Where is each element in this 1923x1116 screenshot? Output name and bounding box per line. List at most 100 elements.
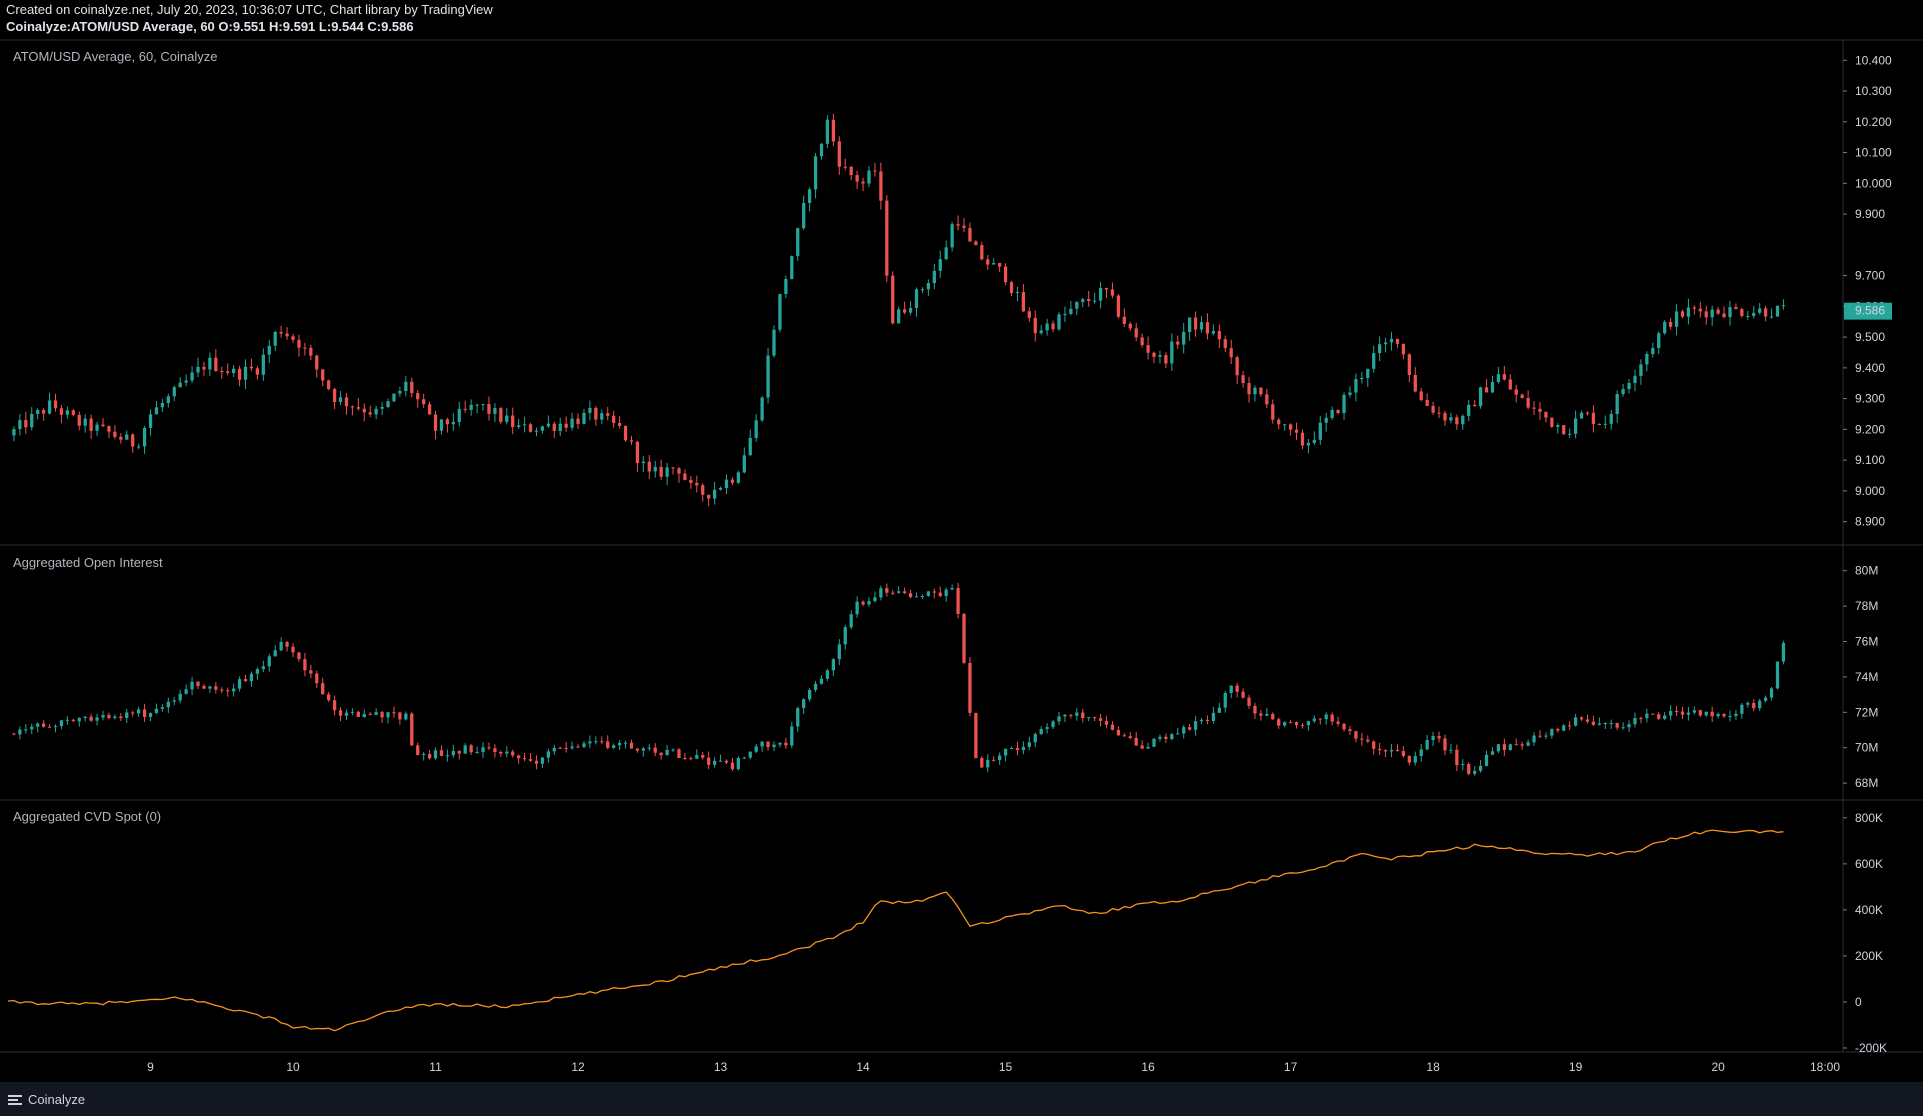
candle-body bbox=[1146, 345, 1150, 353]
symbol-label: Coinalyze:ATOM/USD Average, 60 bbox=[6, 19, 215, 34]
candle-body bbox=[1467, 764, 1471, 774]
candle-body bbox=[1674, 711, 1679, 713]
oi-axis[interactable]: 80M 78M 76M 74M 72M 70M 68M bbox=[1843, 564, 1878, 790]
candle-body bbox=[707, 757, 711, 765]
candle-body bbox=[1045, 727, 1049, 729]
candle-body bbox=[671, 467, 675, 469]
candle-body bbox=[766, 741, 770, 748]
cvd-axis[interactable]: 800K 600K 400K 200K 0 -200K bbox=[1843, 811, 1887, 1055]
candle-body bbox=[131, 434, 135, 447]
price-pane[interactable]: ATOM/USD Average, 60, Coinalyze bbox=[12, 49, 1786, 507]
chart-canvas[interactable]: ATOM/USD Average, 60, Coinalyze Aggregat… bbox=[0, 0, 1923, 1082]
candle-body bbox=[1680, 711, 1685, 715]
time-tick-label: 19 bbox=[1569, 1060, 1583, 1074]
candle-body bbox=[1407, 755, 1411, 763]
candle-body bbox=[1039, 728, 1043, 735]
axis-tick-label: 9.100 bbox=[1855, 453, 1885, 467]
candle-body bbox=[1550, 417, 1554, 427]
candle-body bbox=[1330, 714, 1334, 722]
brand-logo[interactable]: Coinalyze bbox=[8, 1092, 85, 1107]
candle-body bbox=[1193, 721, 1198, 730]
candle-body bbox=[47, 400, 52, 414]
candle-body bbox=[1461, 415, 1465, 425]
candle-body bbox=[1692, 710, 1696, 713]
candle-body bbox=[1431, 736, 1435, 740]
candle-body bbox=[1609, 722, 1613, 724]
time-tick-label: 15 bbox=[999, 1060, 1013, 1074]
candle-body bbox=[1419, 391, 1423, 400]
candle-body bbox=[594, 741, 598, 743]
candle-body bbox=[392, 393, 396, 402]
time-axis[interactable]: 9 10 11 12 13 14 15 16 17 18 19 20 18:00 bbox=[147, 1060, 1840, 1074]
candle-body bbox=[154, 407, 159, 415]
candle-body bbox=[920, 289, 925, 291]
cvd-pane[interactable]: Aggregated CVD Spot (0) bbox=[7, 809, 1784, 1032]
candle-body bbox=[249, 673, 254, 682]
candle-body bbox=[125, 434, 129, 440]
candle-body bbox=[487, 747, 491, 749]
brand-name: Coinalyze bbox=[28, 1092, 86, 1107]
candle-body bbox=[1015, 747, 1020, 751]
candle-body bbox=[683, 757, 687, 759]
candle-body bbox=[427, 404, 432, 415]
candle-body bbox=[1051, 323, 1055, 330]
last-price-value: 9.586 bbox=[1855, 304, 1885, 318]
candle-body bbox=[433, 414, 438, 431]
open-interest-pane[interactable]: Aggregated Open Interest bbox=[12, 555, 1786, 776]
candle-body bbox=[926, 591, 931, 597]
candle-body bbox=[1116, 729, 1121, 736]
candle-body bbox=[83, 716, 87, 719]
candle-body bbox=[1003, 748, 1008, 756]
candle-body bbox=[600, 741, 604, 743]
candle-body bbox=[1116, 295, 1121, 317]
candle-body bbox=[166, 701, 170, 708]
candle-body bbox=[1680, 311, 1685, 317]
candle-body bbox=[1763, 308, 1768, 317]
candle-body bbox=[255, 368, 260, 375]
candle-body bbox=[1015, 292, 1020, 294]
axis-tick-label: 0 bbox=[1855, 995, 1862, 1009]
candle-body bbox=[154, 708, 159, 713]
candle-body bbox=[1039, 330, 1043, 334]
axis-tick-label: 9.700 bbox=[1855, 269, 1885, 283]
axis-tick-label: 10.300 bbox=[1855, 84, 1892, 98]
candle-body bbox=[772, 329, 776, 356]
candle-body bbox=[1496, 374, 1501, 382]
candle-body bbox=[897, 591, 901, 593]
candle-body bbox=[980, 758, 984, 768]
candle-body bbox=[920, 596, 925, 598]
axis-tick-label: 9.500 bbox=[1855, 330, 1885, 344]
candle-body bbox=[226, 690, 230, 692]
candle-body bbox=[196, 366, 200, 373]
candle-body bbox=[1419, 749, 1423, 757]
candle-body bbox=[790, 726, 794, 746]
candle-body bbox=[160, 707, 165, 709]
candle-body bbox=[1075, 302, 1079, 309]
candle-body bbox=[36, 410, 40, 414]
candle-body bbox=[1752, 312, 1756, 316]
candle-body bbox=[1205, 322, 1210, 334]
axis-tick-label: 600K bbox=[1855, 857, 1883, 871]
candle-body bbox=[600, 413, 604, 420]
candle-body bbox=[1538, 408, 1542, 412]
candle-body bbox=[1478, 387, 1483, 407]
candle-body bbox=[855, 175, 859, 182]
candle-body bbox=[41, 723, 46, 727]
candle-body bbox=[1461, 764, 1465, 766]
candle-body bbox=[475, 404, 479, 406]
candle-body bbox=[1556, 729, 1560, 731]
candle-body bbox=[1122, 316, 1126, 324]
time-tick-label: 18 bbox=[1426, 1060, 1440, 1074]
candle-body bbox=[1425, 739, 1429, 750]
price-axis[interactable]: 10.400 10.300 10.200 10.100 10.000 9.900 9.700… bbox=[1843, 53, 1892, 529]
candle-body bbox=[784, 742, 788, 746]
candle-body bbox=[974, 241, 978, 246]
candle-body bbox=[1615, 722, 1619, 728]
candle-body bbox=[1532, 735, 1536, 743]
candle-body bbox=[1710, 309, 1714, 318]
candle-body bbox=[623, 742, 628, 744]
candle-body bbox=[1211, 712, 1216, 721]
candle-body bbox=[1366, 368, 1370, 378]
candle-body bbox=[647, 461, 651, 472]
candle-body bbox=[327, 380, 331, 390]
